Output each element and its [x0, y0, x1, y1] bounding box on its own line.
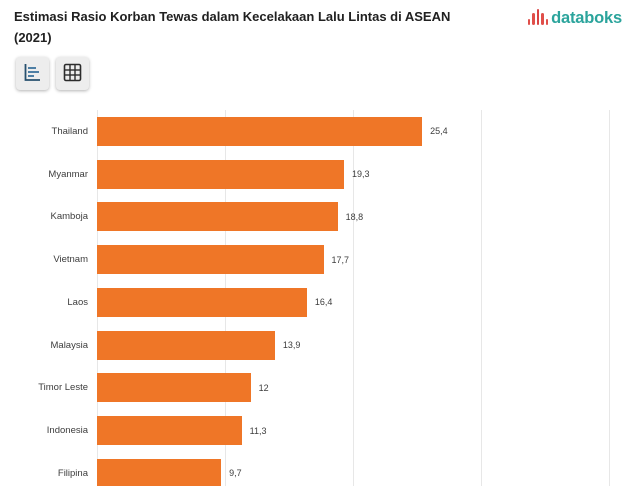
bar-track: 11,3	[97, 416, 609, 446]
chart-row-malaysia: Malaysia 13,9	[0, 324, 634, 367]
chart-row-kamboja: Kamboja 18,8	[0, 196, 634, 239]
chart-row-myanmar: Myanmar 19,3	[0, 153, 634, 196]
category-label: Vietnam	[53, 254, 88, 266]
bar-chart: Thailand 25,4 Myanmar 19,3 Kamboja 18,8 Vietna…	[0, 110, 634, 486]
bar-track: 18,8	[97, 202, 609, 232]
page-title-line-1: Estimasi Rasio Korban Tewas dalam Kecela…	[14, 9, 451, 24]
bar-track: 19,3	[97, 159, 609, 189]
bar-chart-icon	[23, 63, 42, 85]
bar-track: 25,4	[97, 116, 609, 146]
chart-toolbar	[16, 57, 89, 90]
category-label: Kamboja	[50, 211, 89, 223]
value-label: 16,4	[314, 297, 333, 308]
bar-indonesia[interactable]	[97, 416, 242, 446]
bar-timor-leste[interactable]	[97, 373, 251, 403]
bar-track: 13,9	[97, 330, 609, 360]
category-label: Timor Leste	[38, 382, 88, 394]
bar-thailand[interactable]	[97, 116, 423, 146]
category-label: Indonesia	[46, 425, 88, 437]
category-label: Myanmar	[48, 168, 88, 180]
value-label: 11,3	[249, 425, 267, 436]
bar-filipina[interactable]	[97, 458, 222, 486]
chart-row-filipina: Filipina 9,7	[0, 452, 634, 486]
category-label: Laos	[67, 296, 88, 308]
table-grid-icon	[63, 63, 82, 85]
value-label: 18,8	[345, 211, 364, 222]
bar-kamboja[interactable]	[97, 202, 338, 232]
gridline-30	[481, 110, 482, 486]
value-label: 9,7	[229, 468, 242, 479]
chart-row-laos: Laos 16,4	[0, 281, 634, 324]
bar-track: 12	[97, 373, 609, 403]
chart-row-indonesia: Indonesia 11,3	[0, 409, 634, 452]
chart-row-thailand: Thailand 25,4	[0, 110, 634, 153]
category-label: Filipina	[57, 467, 88, 479]
chart-row-vietnam: Vietnam 17,7	[0, 238, 634, 281]
bar-track: 16,4	[97, 287, 609, 317]
chart-row-timor-leste: Timor Leste 12	[0, 367, 634, 410]
value-label: 19,3	[352, 169, 370, 180]
value-label: 17,7	[331, 254, 350, 265]
page-title-line-2: (2021)	[14, 30, 52, 45]
bar-vietnam[interactable]	[97, 245, 324, 275]
databoks-bars-icon	[527, 8, 549, 28]
gridline-40	[609, 110, 610, 486]
page-title: Estimasi Rasio Korban Tewas dalam Kecela…	[14, 6, 484, 48]
databoks-logo-text: databoks	[551, 9, 622, 27]
gridline-20	[353, 110, 354, 486]
bar-track: 17,7	[97, 245, 609, 275]
bar-track: 9,7	[97, 458, 609, 486]
value-label: 13,9	[282, 340, 301, 351]
chart-view-button[interactable]	[16, 57, 49, 90]
value-label: 25,4	[430, 126, 448, 137]
category-label: Thailand	[51, 125, 88, 137]
category-label: Malaysia	[50, 339, 89, 351]
bar-laos[interactable]	[97, 287, 307, 317]
bar-malaysia[interactable]	[97, 330, 275, 360]
table-view-button[interactable]	[56, 57, 89, 90]
value-label: 12	[258, 382, 269, 393]
chart-rows: Thailand 25,4 Myanmar 19,3 Kamboja 18,8 Vietna…	[0, 110, 634, 486]
bar-myanmar[interactable]	[97, 159, 345, 189]
databoks-logo[interactable]: databoks	[527, 8, 622, 28]
